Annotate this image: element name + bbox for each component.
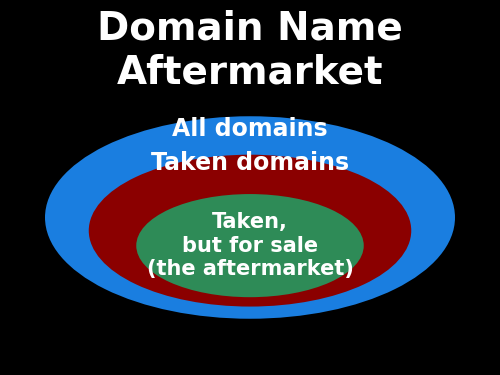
Text: Domain Name
Aftermarket: Domain Name Aftermarket xyxy=(97,10,403,92)
Text: Taken,
but for sale
(the aftermarket): Taken, but for sale (the aftermarket) xyxy=(146,212,354,279)
Ellipse shape xyxy=(136,194,364,297)
Text: Taken domains: Taken domains xyxy=(151,151,349,175)
Ellipse shape xyxy=(45,116,455,319)
Text: All domains: All domains xyxy=(172,117,328,141)
Ellipse shape xyxy=(89,154,411,307)
